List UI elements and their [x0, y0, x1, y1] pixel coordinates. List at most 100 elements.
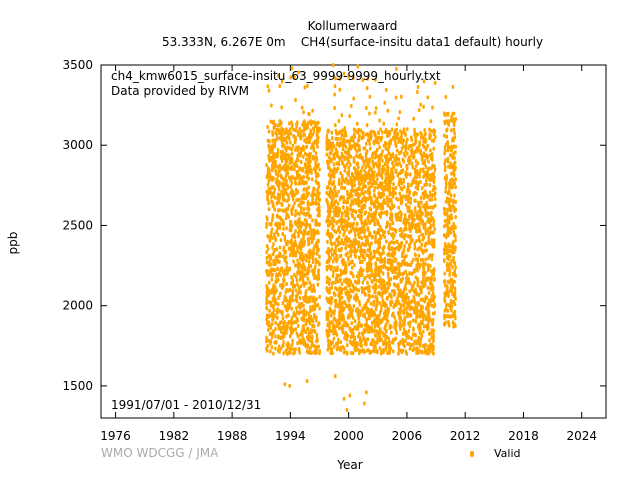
data-point	[446, 268, 449, 273]
data-point	[333, 299, 337, 304]
data-point	[396, 286, 400, 291]
data-point	[428, 231, 432, 236]
data-point	[286, 242, 289, 247]
data-point	[372, 188, 376, 193]
data-point	[432, 338, 435, 343]
data-point	[371, 348, 375, 353]
data-point	[387, 345, 391, 350]
data-point	[377, 269, 381, 274]
data-point	[285, 314, 288, 319]
data-point	[343, 349, 346, 354]
data-point	[386, 271, 390, 276]
data-point	[308, 223, 312, 228]
data-point	[446, 228, 450, 233]
data-point	[388, 205, 392, 210]
data-point	[420, 333, 424, 338]
data-point	[420, 186, 424, 191]
x-tick-label: 2000	[333, 429, 364, 443]
data-point	[449, 147, 453, 152]
data-point	[348, 278, 351, 283]
data-point	[394, 299, 398, 304]
data-point	[293, 350, 296, 355]
data-point	[277, 221, 280, 226]
data-point	[391, 340, 395, 345]
data-point	[422, 312, 425, 317]
data-point	[342, 227, 345, 232]
data-point	[309, 350, 313, 355]
data-point	[338, 295, 341, 300]
data-point	[330, 242, 334, 247]
data-point	[329, 175, 332, 180]
data-point	[271, 160, 274, 165]
data-point	[381, 158, 384, 163]
data-point	[265, 174, 269, 179]
data-point	[391, 154, 395, 159]
data-point	[313, 288, 316, 293]
data-point	[454, 185, 457, 190]
data-point	[287, 267, 290, 272]
data-point	[289, 178, 292, 183]
data-point	[383, 256, 387, 261]
data-point	[325, 190, 328, 195]
data-point	[267, 201, 270, 206]
data-point	[267, 143, 270, 148]
data-point	[393, 267, 397, 272]
data-point	[307, 286, 311, 291]
data-point	[330, 188, 333, 193]
data-point	[299, 201, 302, 206]
data-point	[283, 156, 287, 161]
data-point	[423, 243, 427, 248]
data-point	[446, 218, 449, 223]
data-point	[332, 269, 335, 274]
data-point	[335, 347, 339, 352]
data-point	[295, 331, 299, 336]
data-point	[325, 296, 328, 301]
data-point	[416, 283, 419, 288]
data-point	[272, 138, 275, 143]
data-point	[417, 292, 421, 297]
data-point	[311, 268, 314, 273]
data-point	[308, 299, 312, 304]
data-point	[325, 310, 329, 315]
data-point	[410, 271, 414, 276]
data-point	[446, 215, 450, 220]
data-point	[446, 148, 450, 153]
data-point	[375, 303, 379, 308]
data-point	[449, 161, 452, 166]
data-point	[318, 191, 321, 196]
data-point	[296, 148, 300, 153]
data-point	[405, 139, 408, 144]
data-point	[419, 263, 422, 268]
data-point	[452, 255, 455, 260]
data-point	[443, 219, 447, 224]
data-point	[310, 170, 313, 175]
data-point	[364, 189, 367, 194]
data-point	[385, 239, 388, 244]
data-point	[377, 241, 381, 246]
data-point	[367, 215, 370, 220]
data-point	[392, 182, 395, 187]
data-point	[417, 322, 421, 327]
data-point	[364, 151, 368, 156]
data-point	[307, 327, 310, 332]
data-point	[267, 166, 270, 171]
data-point	[412, 284, 415, 289]
data-point	[325, 185, 329, 190]
data-point	[377, 322, 381, 327]
data-point	[443, 211, 446, 216]
data-point	[385, 168, 389, 173]
data-point	[433, 164, 436, 169]
data-point	[297, 285, 301, 290]
data-point	[399, 279, 403, 284]
data-point	[280, 79, 284, 84]
data-point	[305, 335, 309, 340]
data-point	[390, 212, 394, 217]
data-point	[389, 197, 392, 202]
data-point	[339, 136, 343, 141]
data-point	[394, 157, 398, 162]
data-point-outlier	[348, 393, 352, 398]
data-point	[397, 157, 400, 162]
data-point	[382, 245, 386, 250]
data-point	[364, 210, 368, 215]
data-point	[344, 165, 347, 170]
